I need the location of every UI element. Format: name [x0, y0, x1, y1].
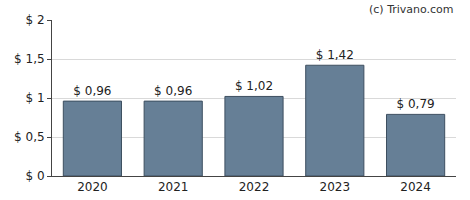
svg-text:2022: 2022	[239, 180, 270, 194]
svg-text:$ 0: $ 0	[26, 169, 45, 183]
svg-text:$ 0,96: $ 0,96	[154, 84, 192, 98]
svg-text:$ 1,42: $ 1,42	[316, 48, 354, 62]
svg-text:$ 0,96: $ 0,96	[73, 84, 111, 98]
svg-text:2020: 2020	[77, 180, 108, 194]
svg-text:$ 1,5: $ 1,5	[14, 52, 45, 66]
svg-text:$ 1,02: $ 1,02	[235, 79, 273, 93]
svg-text:(c) Trivano.com: (c) Trivano.com	[369, 3, 454, 16]
svg-text:2021: 2021	[158, 180, 189, 194]
svg-text:$ 1: $ 1	[26, 91, 45, 105]
svg-text:2023: 2023	[320, 180, 351, 194]
svg-text:$ 0,5: $ 0,5	[14, 130, 45, 144]
svg-text:$ 0,79: $ 0,79	[397, 97, 435, 111]
svg-text:2024: 2024	[400, 180, 431, 194]
svg-text:$ 2: $ 2	[26, 13, 45, 27]
